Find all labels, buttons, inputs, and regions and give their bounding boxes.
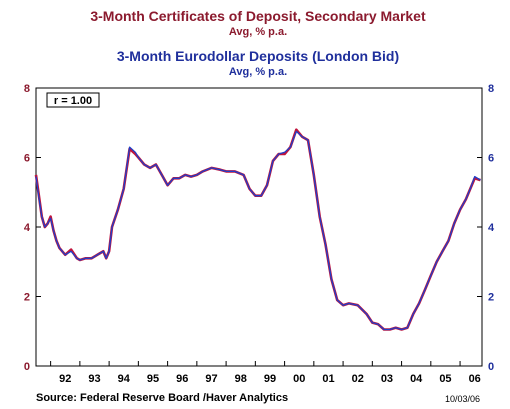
x-tick-label: 02 <box>352 373 364 385</box>
series-line-2 <box>35 130 481 331</box>
y-left-tick-label: 6 <box>24 153 30 165</box>
x-tick-label: 92 <box>59 373 71 385</box>
plot-area <box>35 87 483 367</box>
x-tick-label: 97 <box>205 373 217 385</box>
annotation-box <box>46 92 100 108</box>
annotation-text: r = 1.00 <box>54 95 92 107</box>
chart-title-2: 3-Month Eurodollar Deposits (London Bid) <box>117 48 399 64</box>
x-tick-label: 96 <box>176 373 188 385</box>
source-note: Source: Federal Reserve Board /Haver Ana… <box>36 392 288 404</box>
y-right-tick-label: 0 <box>488 361 494 373</box>
chart-title-1: 3-Month Certificates of Deposit, Seconda… <box>90 8 426 24</box>
y-axis-right: 0 2 4 6 8 <box>477 83 495 373</box>
y-right-tick-label: 6 <box>488 153 494 165</box>
chart-subtitle-2: Avg, % p.a. <box>229 66 287 78</box>
x-tick-label: 93 <box>88 373 100 385</box>
series-layer <box>34 128 481 331</box>
y-left-tick-label: 2 <box>24 292 30 304</box>
y-left-tick-label: 0 <box>24 361 30 373</box>
x-tick-label: 00 <box>293 373 305 385</box>
date-stamp: 10/03/06 <box>445 394 480 404</box>
x-tick-label: 94 <box>118 373 131 385</box>
x-axis: 92 93 94 95 96 97 98 99 00 01 02 03 04 05 06 <box>50 361 481 385</box>
y-left-tick-label: 8 <box>24 83 30 95</box>
y-right-tick-label: 8 <box>488 83 494 95</box>
x-tick-label: 06 <box>469 373 481 385</box>
x-tick-label: 05 <box>439 373 451 385</box>
chart-subtitle-1: Avg, % p.a. <box>229 26 287 38</box>
y-right-tick-label: 4 <box>488 222 495 234</box>
x-tick-label: 99 <box>264 373 276 385</box>
x-tick-label: 98 <box>235 373 247 385</box>
y-left-tick-label: 4 <box>24 222 31 234</box>
x-tick-label: 04 <box>410 373 423 385</box>
y-axis-left: 0 2 4 6 8 <box>24 83 41 373</box>
correlation-annotation: r = 1.00 <box>46 92 100 108</box>
x-tick-label: 01 <box>322 373 334 385</box>
y-right-tick-label: 2 <box>488 292 494 304</box>
x-tick-label: 03 <box>381 373 393 385</box>
x-tick-label: 95 <box>147 373 159 385</box>
